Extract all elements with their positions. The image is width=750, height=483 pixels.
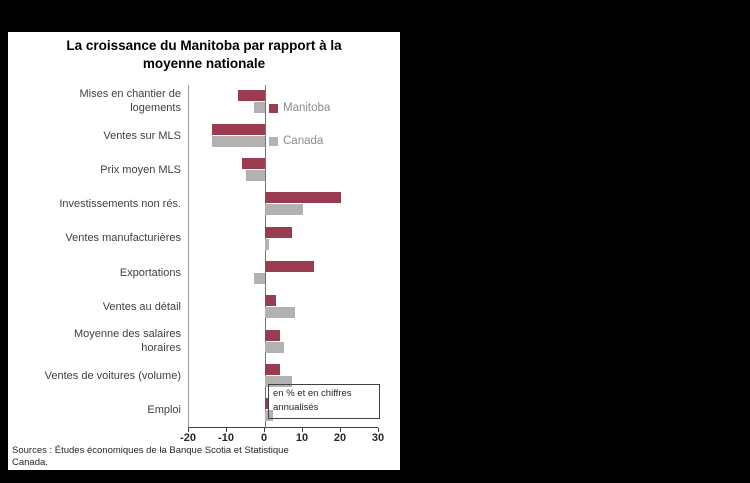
- legend-label-canada: Canada: [283, 135, 324, 147]
- legend-swatch-canada: [269, 136, 278, 146]
- plot-area: Manitoba Canada: [188, 85, 378, 428]
- legend-swatch-manitoba: [269, 103, 278, 113]
- x-tick-mark: [264, 428, 265, 432]
- x-tick-mark: [378, 428, 379, 432]
- bar-manitoba-8: [265, 363, 281, 375]
- bar-canada-4: [265, 238, 269, 250]
- bar-canada-7: [265, 341, 284, 353]
- chart-title-line2: moyenne nationale: [142, 56, 266, 71]
- bar-manitoba-4: [265, 226, 292, 238]
- bar-manitoba-5: [265, 261, 315, 272]
- x-tick-mark: [302, 428, 303, 432]
- legend-entry-manitoba: Manitoba: [269, 102, 330, 114]
- category-label-4: Ventes manufacturières: [65, 232, 181, 245]
- legend-label-manitoba: Manitoba: [283, 102, 331, 114]
- annotation-line2: annualisés: [273, 402, 319, 414]
- category-label-9: Emploi: [147, 403, 181, 416]
- source-text: Sources : Études économiques de la Banqu…: [12, 445, 289, 470]
- category-label-7: Moyenne des salaires horaires: [73, 328, 181, 355]
- category-label-6: Ventes au détail: [102, 301, 181, 314]
- chart-title: La croissance du Manitoba par rapport à …: [8, 37, 400, 73]
- annotation-box: en % et en chiffres annualisés: [268, 384, 380, 419]
- source-line1: Sources : Études économiques de la Banqu…: [12, 445, 289, 456]
- source-line2: Canada.: [12, 457, 48, 469]
- x-tick-mark: [188, 428, 189, 432]
- x-tick-label: 0: [260, 432, 268, 444]
- annotation-line1: en % et en chiffres: [273, 388, 352, 399]
- category-label-1: Ventes sur MLS: [103, 129, 181, 142]
- x-tick-label: 10: [295, 432, 309, 444]
- bar-manitoba-1: [211, 123, 265, 135]
- bar-canada-8: [265, 375, 292, 387]
- bar-manitoba-7: [265, 329, 281, 341]
- chart-panel: La croissance du Manitoba par rapport à …: [8, 32, 400, 470]
- bar-canada-1: [211, 135, 265, 147]
- category-label-8: Ventes de voitures (volume): [44, 369, 181, 382]
- bar-manitoba-0: [238, 89, 265, 101]
- legend-entry-canada: Canada: [269, 135, 323, 147]
- zero-axis-line: [265, 85, 266, 428]
- category-label-0: Mises en chantier de logements: [79, 88, 182, 115]
- x-tick-label: 20: [333, 432, 347, 444]
- x-tick-label: -20: [180, 432, 196, 444]
- bar-manitoba-3: [265, 192, 341, 204]
- bar-canada-2: [246, 170, 265, 182]
- x-tick-label: -10: [218, 432, 234, 444]
- bar-canada-6: [265, 307, 296, 319]
- bar-manitoba-9: [265, 398, 269, 410]
- category-label-2: Prix moyen MLS: [100, 163, 181, 176]
- category-axis: Mises en chantier de logements Ventes sur…: [8, 85, 184, 428]
- bar-canada-3: [265, 204, 303, 216]
- bar-manitoba-6: [265, 295, 277, 307]
- bar-manitoba-2: [242, 158, 265, 170]
- x-tick-mark: [226, 428, 227, 432]
- category-label-5: Exportations: [119, 266, 181, 279]
- category-label-3: Investissements non rés.: [59, 198, 181, 211]
- bar-canada-0: [253, 101, 265, 113]
- chart-title-line1: La croissance du Manitoba par rapport à …: [66, 38, 342, 53]
- x-tick-label: 30: [371, 432, 385, 444]
- x-tick-mark: [340, 428, 341, 432]
- bar-canada-5: [253, 273, 265, 284]
